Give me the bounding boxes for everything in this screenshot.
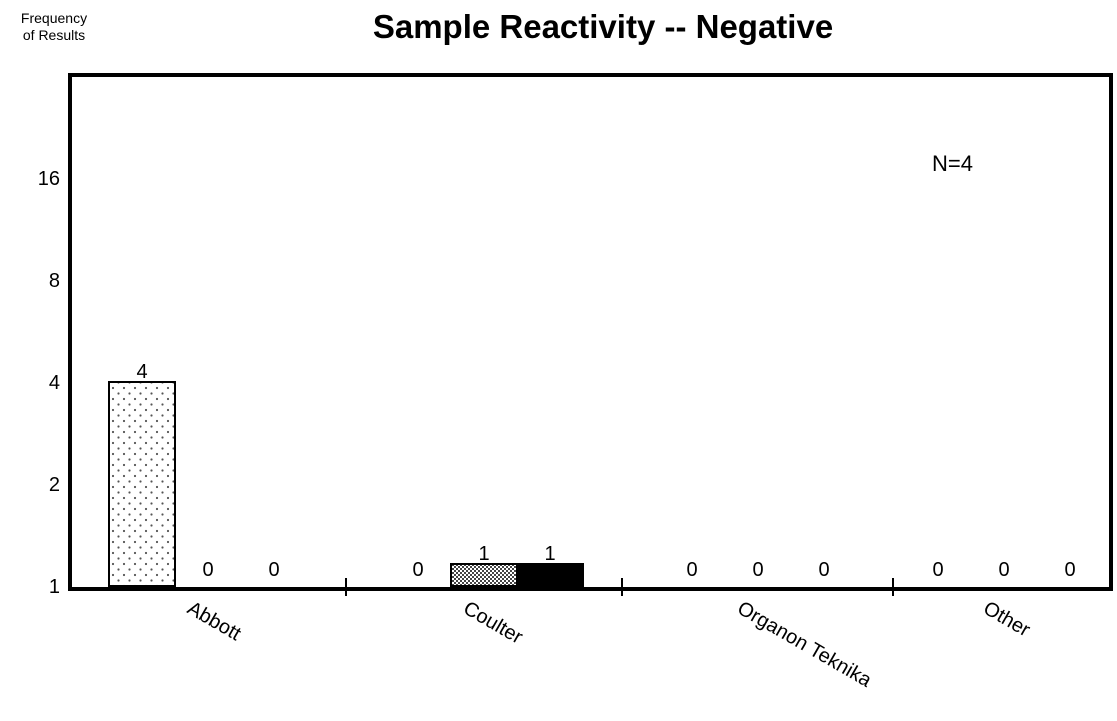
data-label: 0 [412, 559, 423, 581]
data-label: 0 [686, 559, 697, 581]
data-label: 0 [202, 559, 213, 581]
data-label: 1 [478, 543, 489, 565]
bar [451, 564, 517, 586]
data-label: 0 [932, 559, 943, 581]
y-tick-label: 8 [49, 270, 60, 292]
data-label: 1 [544, 543, 555, 565]
category-label: Other [980, 597, 1035, 641]
category-labels: Abbott Coulter Organon Teknika Other [184, 597, 1035, 692]
y-axis-label-line2: of Results [23, 27, 85, 43]
y-tick-label: 1 [49, 576, 60, 598]
category-label: Abbott [184, 597, 245, 645]
y-tick-label: 4 [49, 372, 60, 394]
chart-title: Sample Reactivity -- Negative [373, 8, 833, 45]
bars [109, 382, 583, 586]
data-label: 0 [752, 559, 763, 581]
y-axis-label-line1: Frequency [21, 10, 87, 26]
data-labels: 4 0 0 0 1 1 0 0 0 0 0 0 [136, 361, 1075, 581]
y-tick-label: 16 [38, 168, 60, 190]
category-label: Coulter [460, 597, 527, 648]
y-axis-ticks: 1 2 4 8 16 [38, 168, 60, 598]
data-label: 0 [818, 559, 829, 581]
data-label: 0 [268, 559, 279, 581]
bar [109, 382, 175, 586]
category-label: Organon Teknika [734, 597, 876, 692]
data-label: 0 [1064, 559, 1075, 581]
data-label: 4 [136, 361, 147, 383]
sample-size-annotation: N=4 [932, 151, 973, 176]
bar [517, 564, 583, 586]
y-tick-label: 2 [49, 474, 60, 496]
data-label: 0 [998, 559, 1009, 581]
